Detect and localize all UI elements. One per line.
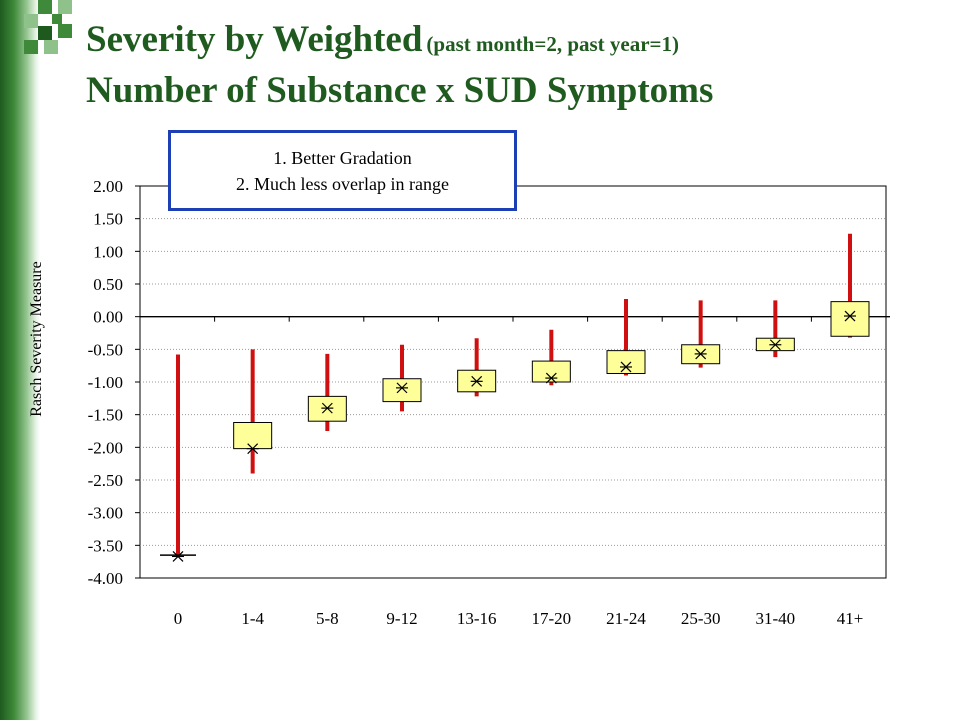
median-stroke (247, 443, 259, 455)
box (606, 350, 646, 375)
median-marker (545, 372, 558, 384)
annotation-callout-box: 1. Better Gradation 2. Much less overlap… (168, 130, 517, 211)
x-tick-label: 31-40 (755, 609, 795, 628)
y-tick-label: 0.50 (93, 275, 123, 294)
boxplot-marks (160, 233, 870, 562)
x-tick-label: 0 (174, 609, 183, 628)
median-marker (172, 551, 184, 562)
y-tick-label: 0.00 (93, 308, 123, 327)
y-tick-label: -3.50 (88, 536, 123, 555)
slide-title: Severity by Weighted (past month=2, past… (86, 18, 946, 113)
box-group-9-12 (382, 344, 422, 412)
y-tick-label: 2.00 (93, 177, 123, 196)
box-group-41+ (830, 233, 870, 338)
median-stroke (396, 382, 408, 394)
y-tick-label: -2.00 (88, 438, 123, 457)
y-tick-label: -4.00 (88, 569, 123, 588)
median-stroke (695, 348, 707, 360)
median-stroke (545, 372, 557, 384)
box-group-13-16 (457, 338, 497, 397)
green-squares-logo (14, 0, 76, 62)
title-line1-main: Severity by Weighted (86, 19, 423, 60)
y-tick-label: -3.00 (88, 504, 123, 523)
median-marker (470, 375, 483, 387)
median-marker (396, 382, 408, 394)
x-tick-label: 41+ (837, 609, 864, 628)
median-marker (620, 361, 632, 373)
decorative-left-gradient-bar (0, 0, 40, 720)
title-line1-subtitle: (past month=2, past year=1) (426, 32, 680, 56)
x-tick-label: 25-30 (681, 609, 721, 628)
y-tick-label: -1.50 (88, 406, 123, 425)
y-tick-label: -0.50 (88, 340, 123, 359)
y-tick-label: -1.00 (88, 373, 123, 392)
median-stroke (321, 402, 333, 414)
x-tick-label: 17-20 (531, 609, 571, 628)
box-group-25-30 (681, 300, 721, 368)
x-tick-label: 5-8 (316, 609, 339, 628)
median-stroke (471, 375, 483, 387)
box (531, 360, 571, 383)
box-group-17-20 (531, 329, 571, 386)
x-tick-label: 9-12 (386, 609, 417, 628)
median-stroke (172, 551, 184, 562)
box-group-5-8 (307, 353, 347, 431)
y-tick-label: -2.50 (88, 471, 123, 490)
box-group-21-24 (606, 299, 646, 376)
box (382, 378, 422, 403)
x-tick-label: 13-16 (457, 609, 497, 628)
box-group-0 (160, 354, 196, 562)
median-marker (246, 443, 259, 455)
box (830, 301, 870, 337)
x-tick-label: 1-4 (241, 609, 264, 628)
y-tick-label: 1.00 (93, 242, 123, 261)
title-line2: Number of Substance x SUD Symptoms (86, 70, 714, 111)
grid-layer (135, 185, 890, 579)
y-tick-labels: 2.00 1.50 1.00 0.50 0.00 -0.50 -1.00 -1.50 -2.00… (88, 177, 123, 588)
box (233, 422, 273, 450)
callout-line-1: 1. Better Gradation (273, 147, 412, 168)
median-marker (321, 402, 334, 414)
median-marker (769, 339, 782, 351)
x-tick-label: 21-24 (606, 609, 646, 628)
median-stroke (620, 361, 632, 373)
median-stroke (844, 310, 856, 322)
median-marker (844, 310, 856, 322)
box-group-1-4 (233, 349, 273, 474)
median-marker (694, 348, 707, 360)
x-tick-labels: 0 1-4 5-8 9-12 13-16 17-20 21-24 25-30 31-40 41+ (174, 609, 864, 628)
box-group-31-40 (755, 300, 795, 358)
y-tick-label: 1.50 (93, 210, 123, 229)
median-stroke (769, 339, 781, 351)
callout-line-2: 2. Much less overlap in range (236, 173, 449, 194)
